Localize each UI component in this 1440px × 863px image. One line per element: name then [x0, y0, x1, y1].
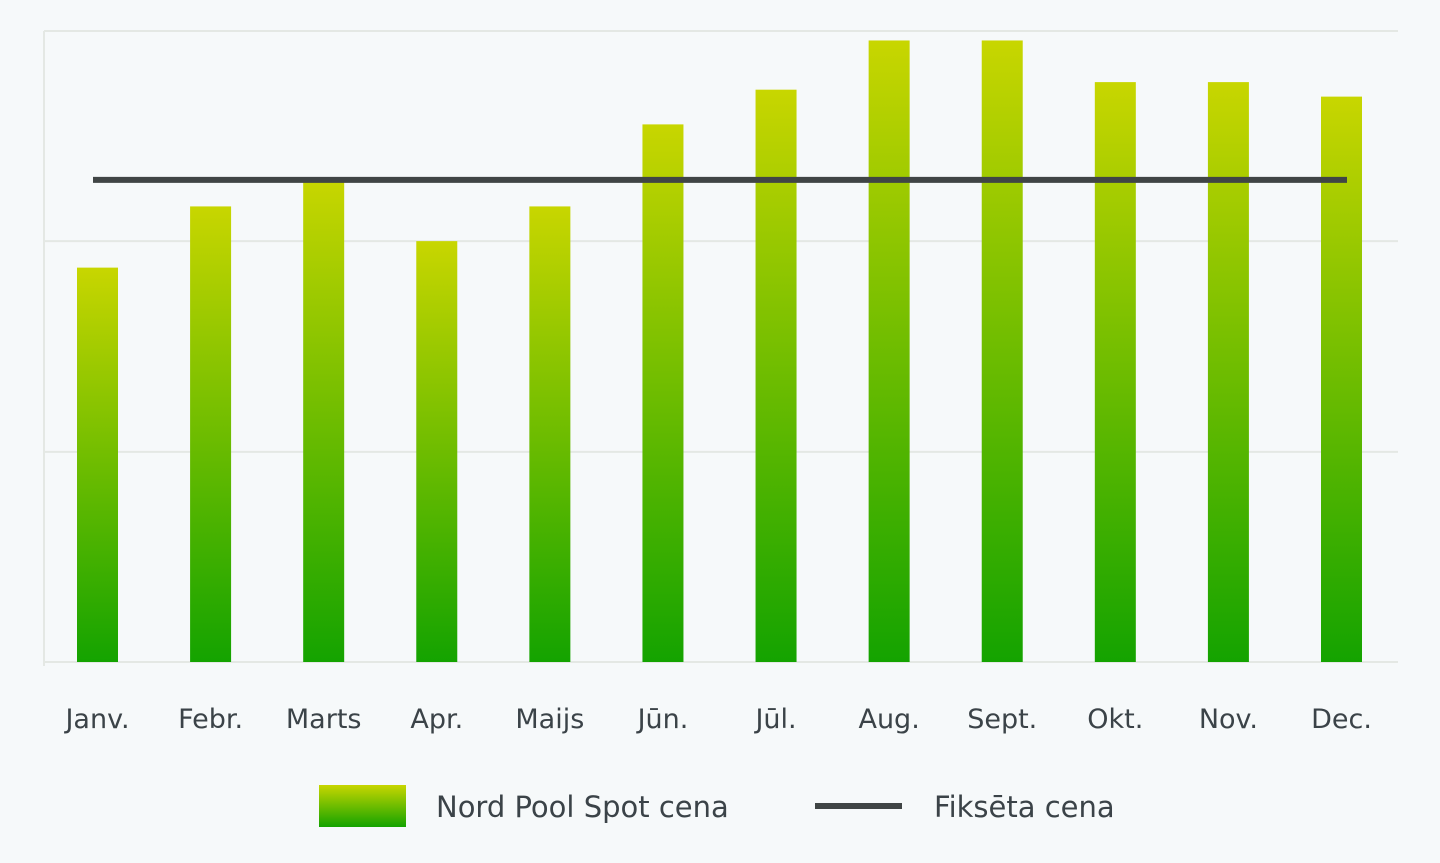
x-tick-label: Marts [286, 704, 362, 735]
x-tick-label: Okt. [1087, 704, 1143, 735]
bar-6 [642, 124, 684, 662]
bar-5 [529, 206, 571, 662]
x-tick-label: Maijs [515, 704, 584, 735]
bar-10 [1094, 82, 1136, 662]
x-tick-label: Sept. [967, 704, 1037, 735]
bar-2 [190, 206, 232, 662]
legend-label-line: Fiksēta cena [934, 790, 1115, 824]
x-tick-label: Nov. [1199, 704, 1258, 735]
x-tick-label: Jūn. [636, 704, 689, 735]
legend-swatch-bar [319, 785, 406, 827]
bar-7 [755, 89, 797, 663]
legend: Nord Pool Spot cena Fiksēta cena [319, 785, 1115, 827]
x-tick-label: Apr. [410, 704, 463, 735]
bar-3 [303, 179, 345, 662]
bar-1 [77, 267, 118, 662]
x-tick-label: Dec. [1311, 704, 1372, 735]
bar-series [77, 40, 1362, 663]
x-tick-label: Febr. [178, 704, 243, 735]
x-tick-label: Jūl. [753, 704, 796, 735]
x-tick-label: Janv. [63, 704, 129, 735]
x-tick-label: Aug. [858, 704, 919, 735]
legend-label-bar: Nord Pool Spot cena [436, 790, 729, 824]
bar-11 [1207, 82, 1249, 662]
gridlines [43, 30, 1398, 666]
bar-4 [416, 241, 458, 663]
bar-8 [868, 40, 910, 662]
x-axis-tick-labels: Janv. Febr. Marts Apr. Maijs Jūn. Jūl. Aug. Sept… [63, 704, 1371, 735]
bar-9 [981, 40, 1023, 662]
bar-12 [1321, 96, 1362, 662]
